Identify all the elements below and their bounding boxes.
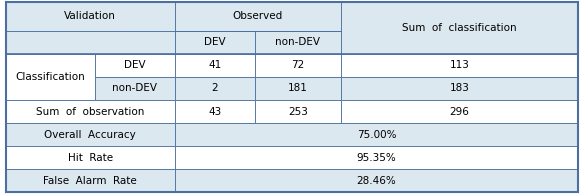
Text: 28.46%: 28.46% [357, 176, 397, 185]
Bar [175, 77, 255, 100]
Bar [6, 54, 95, 100]
Bar [6, 31, 175, 54]
Bar [175, 146, 578, 169]
Bar [255, 100, 340, 123]
Bar [175, 54, 255, 77]
Text: non-DEV: non-DEV [112, 83, 157, 94]
Text: 2: 2 [211, 83, 218, 94]
Text: Hit  Rate: Hit Rate [68, 152, 113, 163]
Text: 43: 43 [208, 107, 221, 117]
Bar [6, 123, 175, 146]
Text: 296: 296 [450, 107, 470, 117]
Text: 41: 41 [208, 61, 221, 70]
Bar [255, 77, 340, 100]
Bar [6, 100, 175, 123]
Bar [175, 2, 340, 31]
Bar [340, 2, 578, 54]
Text: False  Alarm  Rate: False Alarm Rate [43, 176, 137, 185]
Text: 95.35%: 95.35% [357, 152, 397, 163]
Text: 181: 181 [288, 83, 308, 94]
Bar [175, 31, 255, 54]
Bar [255, 54, 340, 77]
Text: Observed: Observed [232, 11, 283, 22]
Text: 72: 72 [291, 61, 304, 70]
Text: Sum  of  observation: Sum of observation [36, 107, 144, 117]
Bar [175, 123, 578, 146]
Text: Overall  Accuracy: Overall Accuracy [44, 130, 136, 139]
Text: 253: 253 [288, 107, 308, 117]
Bar [255, 31, 340, 54]
Text: 75.00%: 75.00% [357, 130, 396, 139]
Bar [340, 77, 578, 100]
Text: 113: 113 [450, 61, 470, 70]
Text: 183: 183 [450, 83, 470, 94]
Bar [6, 146, 175, 169]
Text: Validation: Validation [64, 11, 116, 22]
Bar [6, 169, 175, 192]
Bar [6, 2, 175, 31]
Bar [95, 54, 175, 77]
Bar [175, 100, 255, 123]
Text: Classification: Classification [15, 72, 85, 82]
Bar [95, 77, 175, 100]
Text: DEV: DEV [204, 37, 225, 48]
Text: Sum  of  classification: Sum of classification [402, 23, 517, 33]
Bar [340, 54, 578, 77]
Bar [340, 100, 578, 123]
Text: non-DEV: non-DEV [275, 37, 320, 48]
Text: DEV: DEV [124, 61, 145, 70]
Bar [175, 169, 578, 192]
